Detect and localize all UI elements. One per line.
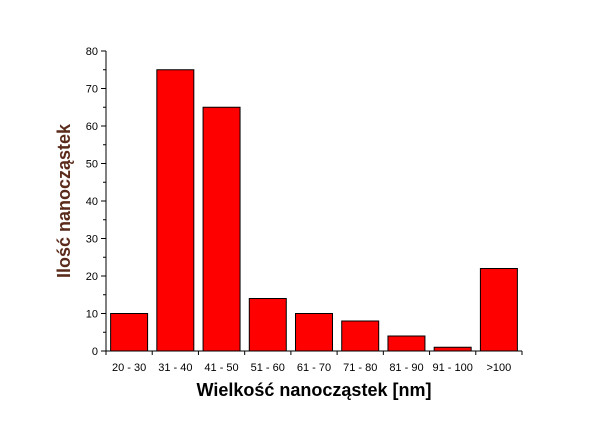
y-tick-label-8: 80 [86, 46, 98, 58]
x-tick-label-7: 91 - 100 [432, 362, 472, 374]
x-tick-label-6: 81 - 90 [389, 362, 423, 374]
x-tick-label-0: 20 - 30 [112, 362, 146, 374]
x-ticks-group: 20 - 30 31 - 40 41 - 50 51 - 60 61 - 70 71 - … [105, 351, 523, 374]
y-tick-label-0: 0 [92, 346, 98, 358]
x-tick-label-4: 61 - 70 [297, 362, 331, 374]
bar-8 [479, 268, 518, 352]
y-tick-label-1: 10 [86, 309, 98, 321]
bar-7 [433, 346, 472, 352]
bar-4 [295, 313, 333, 352]
x-tick-label-3: 51 - 60 [251, 362, 285, 374]
y-tick-label-3: 30 [86, 234, 98, 246]
bar-6 [387, 335, 426, 352]
y-tick-label-4: 40 [86, 196, 98, 208]
x-axis-title: Wielkość nanocząstek [nm] [197, 380, 432, 400]
x-tick-label-1: 31 - 40 [158, 362, 192, 374]
x-tick-label-8: >100 [486, 362, 511, 374]
y-axis-title: Ilość nanocząstek [54, 123, 74, 278]
bars-group [110, 69, 518, 352]
y-tick-label-2: 20 [86, 271, 98, 283]
y-ticks-group: 0 10 20 30 40 50 60 70 80 [86, 46, 106, 358]
bar-3 [248, 298, 287, 352]
x-tick-label-5: 71 - 80 [343, 362, 377, 374]
y-tick-label-5: 50 [86, 159, 98, 171]
x-tick-label-2: 41 - 50 [204, 362, 238, 374]
bar-2 [202, 106, 241, 352]
y-tick-label-6: 60 [86, 121, 98, 133]
y-tick-label-7: 70 [86, 84, 98, 96]
bar-5 [341, 320, 380, 352]
bar-1 [156, 69, 195, 352]
bar-0 [110, 313, 149, 352]
